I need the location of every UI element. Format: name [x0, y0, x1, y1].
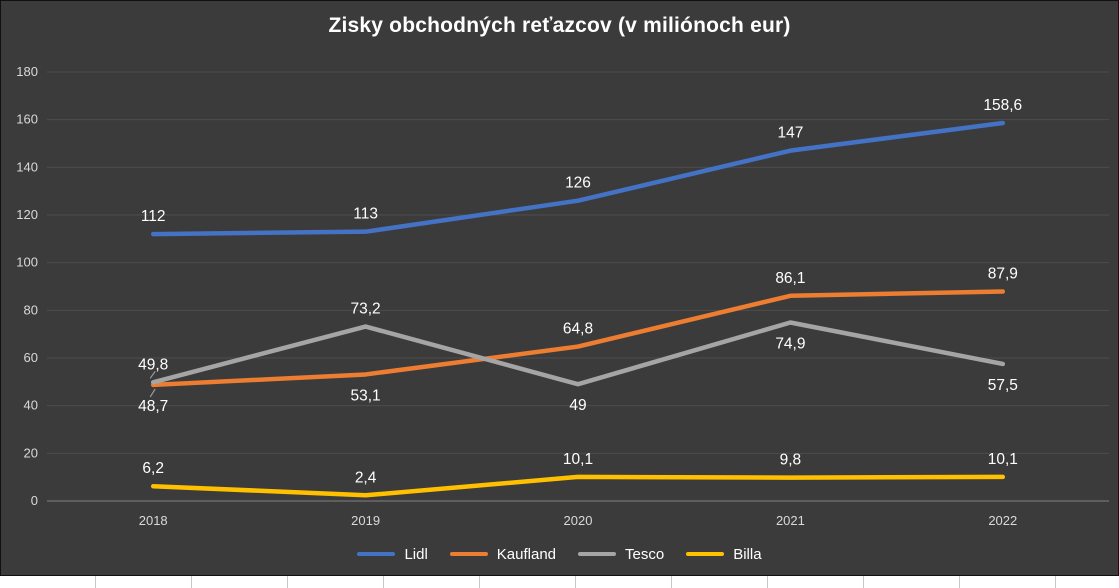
chart-title: Zisky obchodných reťazcov (v miliónoch e…	[328, 14, 791, 37]
legend-label: Kaufland	[496, 545, 557, 563]
legend-item-billa[interactable]: Billa	[686, 545, 762, 563]
data-label-tesco: 74,9	[775, 335, 805, 352]
data-label-lidl: 158,6	[983, 97, 1022, 114]
data-label-kaufland: 86,1	[775, 270, 805, 287]
y-axis-tick-label: 0	[31, 493, 38, 508]
data-label-lidl: 126	[565, 175, 591, 192]
y-axis-tick-label: 180	[16, 64, 38, 79]
y-axis-tick-label: 160	[16, 112, 38, 127]
legend-swatch-billa	[686, 552, 725, 556]
y-axis-tick-label: 140	[16, 159, 38, 174]
data-label-billa: 6,2	[142, 460, 164, 477]
legend-label: Tesco	[625, 545, 665, 563]
data-label-billa: 10,1	[563, 451, 593, 468]
data-label-kaufland: 48,7	[138, 398, 168, 415]
data-label-lidl: 147	[777, 125, 803, 142]
legend-item-lidl[interactable]: Lidl	[357, 545, 428, 563]
data-label-billa: 10,1	[988, 451, 1018, 468]
legend-item-tesco[interactable]: Tesco	[578, 546, 664, 563]
y-axis-tick-label: 80	[24, 302, 38, 317]
y-axis-tick-label: 60	[24, 350, 38, 365]
data-label-tesco: 49,8	[138, 356, 168, 373]
y-axis-tick-label: 100	[16, 255, 38, 270]
data-label-tesco: 73,2	[351, 301, 381, 318]
x-axis-tick-label: 2018	[139, 513, 168, 528]
data-label-lidl: 112	[141, 208, 166, 225]
x-axis-tick-label: 2019	[351, 513, 380, 528]
chart[interactable]: Zisky obchodných reťazcov (v miliónoch e…	[0, 0, 1119, 576]
plot-area: 0 20 40 60 80 100 120 140 160 180 2018 2019 2020 2021…	[16, 64, 1109, 528]
legend-label: Lidl	[404, 545, 428, 563]
x-axis-tick-label: 2020	[564, 513, 593, 528]
legend-item-kaufland[interactable]: Kaufland	[449, 545, 557, 563]
spreadsheet-gridlines	[0, 576, 1119, 588]
y-axis-tick-label: 40	[24, 398, 38, 413]
series-line-tesco[interactable]	[150, 320, 1006, 387]
data-label-tesco: 57,5	[988, 377, 1018, 394]
data-label-kaufland: 64,8	[563, 321, 593, 338]
series-line-billa[interactable]	[150, 474, 1006, 498]
legend-swatch-kaufland	[449, 552, 488, 556]
data-label-billa: 9,8	[780, 452, 802, 469]
chart-legend: Lidl Kaufland Tesco Billa	[1, 541, 1118, 567]
data-label-billa: 2,4	[355, 469, 377, 486]
legend-label: Billa	[733, 545, 762, 563]
series-line-lidl[interactable]	[150, 120, 1006, 237]
legend-swatch-tesco	[578, 552, 617, 556]
data-label-lidl: 113	[353, 206, 378, 223]
series-line-kaufland[interactable]	[150, 289, 1006, 388]
label-leader-line	[149, 370, 156, 379]
y-axis-tick-label: 120	[16, 207, 38, 222]
x-axis-tick-label: 2022	[988, 513, 1017, 528]
x-axis-tick-label: 2021	[776, 513, 805, 528]
label-leader-line	[149, 388, 156, 398]
y-axis-tick-label: 20	[24, 445, 38, 460]
data-label-kaufland: 87,9	[988, 266, 1018, 283]
legend-swatch-lidl	[357, 552, 396, 556]
data-label-tesco: 49	[569, 397, 586, 414]
data-label-kaufland: 53,1	[351, 387, 381, 404]
